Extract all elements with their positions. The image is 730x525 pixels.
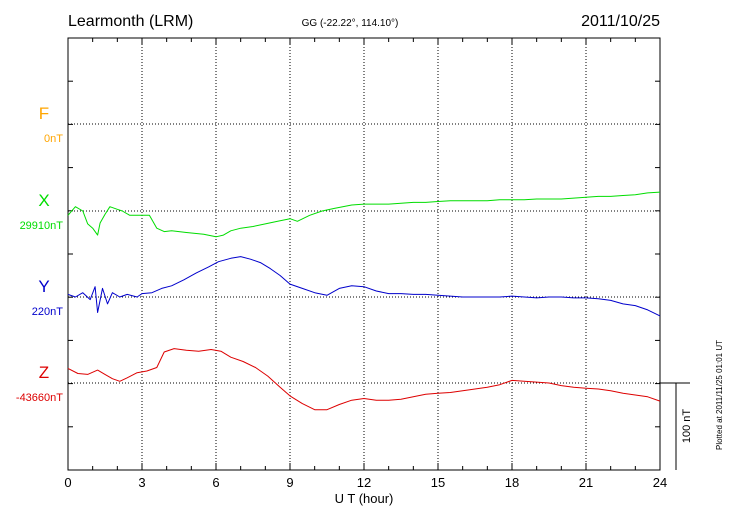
series-name-z: Z bbox=[39, 363, 49, 382]
scale-bar: 100 nT bbox=[660, 382, 693, 470]
x-tick-label: 0 bbox=[64, 475, 71, 490]
station-coords: GG (-22.22°, 114.10°) bbox=[302, 18, 399, 29]
series-name-f: F bbox=[39, 104, 49, 123]
series-line-z bbox=[67, 348, 661, 411]
x-axis-title: U T (hour) bbox=[335, 491, 394, 506]
x-tick-label: 3 bbox=[138, 475, 145, 490]
series-name-y: Y bbox=[38, 277, 49, 296]
station-title: Learmonth (LRM) bbox=[68, 13, 193, 30]
x-tick-label: 21 bbox=[579, 475, 593, 490]
axis-ticks bbox=[67, 38, 661, 471]
series-name-x: X bbox=[38, 191, 49, 210]
series-line-y bbox=[67, 256, 661, 317]
series-baseline-f: 0nT bbox=[44, 133, 63, 145]
x-tick-label: 6 bbox=[212, 475, 219, 490]
plotted-at-note: Plotted at 2011/11/25 01:01 UT bbox=[715, 340, 724, 450]
scale-bar-label: 100 nT bbox=[681, 409, 693, 444]
x-tick-label: 18 bbox=[505, 475, 519, 490]
x-tick-label: 12 bbox=[357, 475, 371, 490]
x-tick-label: 9 bbox=[286, 475, 293, 490]
series-baseline-z: -43660nT bbox=[16, 392, 63, 404]
series-baseline-y: 220nT bbox=[32, 306, 63, 318]
x-tick-label: 15 bbox=[431, 475, 445, 490]
grid bbox=[68, 38, 660, 470]
series-line-x bbox=[67, 191, 661, 238]
x-tick-labels: 0 3 6 9 12 15 18 21 24 bbox=[64, 475, 667, 490]
chart-date: 2011/10/25 bbox=[581, 13, 660, 30]
series-baseline-x: 29910nT bbox=[20, 220, 64, 232]
x-tick-label: 24 bbox=[653, 475, 667, 490]
series-traces bbox=[67, 191, 661, 411]
series-labels: F 0nT X 29910nT Y 220nT Z -43660nT bbox=[16, 104, 63, 404]
